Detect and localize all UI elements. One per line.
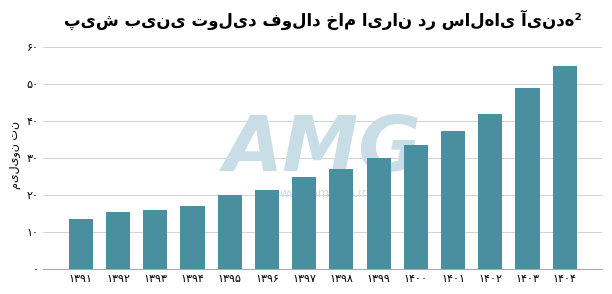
Bar bbox=[441, 131, 465, 269]
Bar bbox=[329, 169, 354, 269]
Bar bbox=[515, 88, 540, 269]
Bar bbox=[292, 177, 316, 269]
Text: AMG: AMG bbox=[224, 113, 422, 187]
Bar bbox=[218, 195, 242, 269]
Bar bbox=[404, 145, 428, 269]
Bar bbox=[69, 219, 93, 269]
Bar bbox=[106, 212, 130, 269]
Text: www.amg-co.ir: www.amg-co.ir bbox=[279, 187, 367, 200]
Bar bbox=[181, 206, 204, 269]
Bar bbox=[255, 190, 279, 269]
Bar bbox=[478, 114, 502, 269]
Title: پیش بینی تولید فولاد خام ایران در سال‌های آینده²: پیش بینی تولید فولاد خام ایران در سال‌ها… bbox=[64, 10, 581, 30]
Bar bbox=[553, 66, 577, 269]
Bar bbox=[143, 210, 167, 269]
Bar bbox=[367, 158, 390, 269]
Y-axis label: میلیون تن: میلیون تن bbox=[10, 121, 21, 189]
